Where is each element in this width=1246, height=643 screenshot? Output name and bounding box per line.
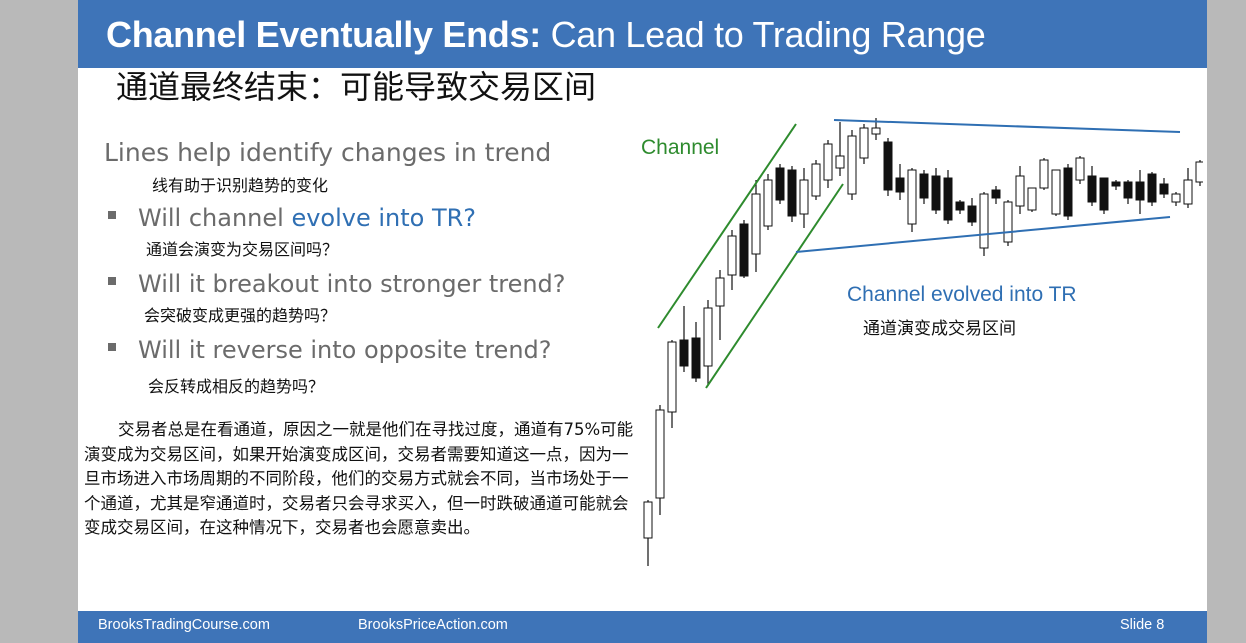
bullet-3-text: Will it reverse into opposite trend? bbox=[138, 336, 552, 364]
candle-body bbox=[847, 135, 857, 195]
candle-body bbox=[727, 235, 737, 276]
candle-body bbox=[1147, 173, 1157, 203]
candles-group bbox=[643, 118, 1203, 566]
bullet-square-icon bbox=[108, 343, 116, 351]
candle-body bbox=[883, 141, 893, 191]
bullet-2-cn: 会突破变成更强的趋势吗？ bbox=[144, 306, 337, 325]
candle-body bbox=[1111, 181, 1121, 187]
tr-upper-line bbox=[833, 119, 1181, 133]
candle-body bbox=[1159, 183, 1169, 195]
candlestick-chart bbox=[643, 118, 1203, 566]
slide: Channel Eventually Ends: Can Lead to Tra… bbox=[78, 0, 1207, 643]
footer-brooks-trading-course: BrooksTradingCourse.com bbox=[98, 617, 270, 633]
candle-body bbox=[907, 169, 917, 225]
candle-body bbox=[643, 501, 653, 539]
channel-lower-line bbox=[705, 183, 844, 389]
candle-body bbox=[739, 223, 749, 277]
footer-brooks-price-action: BrooksPriceAction.com bbox=[358, 617, 508, 633]
candle-body bbox=[811, 163, 821, 197]
title-bar: Channel Eventually Ends: Can Lead to Tra… bbox=[78, 0, 1207, 68]
bullet-1-cn: 通道会演变为交易区间吗？ bbox=[146, 240, 339, 259]
candle-body bbox=[679, 339, 689, 367]
channel-label: Channel bbox=[641, 136, 720, 159]
candle-body bbox=[1183, 179, 1193, 205]
candle-body bbox=[1015, 175, 1025, 207]
candle-body bbox=[799, 179, 809, 215]
candle-body bbox=[895, 177, 905, 193]
tr-lower-line bbox=[795, 216, 1171, 253]
candle-body bbox=[967, 205, 977, 223]
candle-body bbox=[943, 177, 953, 221]
lead-text: Lines help identify changes in trend bbox=[104, 138, 552, 167]
candle-body bbox=[931, 175, 941, 211]
candle-body bbox=[1087, 175, 1097, 203]
channel-upper-line bbox=[657, 123, 797, 329]
candle-body bbox=[1027, 187, 1037, 211]
bullet-2-text: Will it breakout into stronger trend? bbox=[138, 270, 566, 298]
candle-body bbox=[1195, 161, 1203, 183]
bullet-square-icon bbox=[108, 211, 116, 219]
slide-title: Channel Eventually Ends: Can Lead to Tra… bbox=[106, 14, 986, 56]
candle-body bbox=[1075, 157, 1085, 181]
candle-body bbox=[1039, 159, 1049, 189]
candle-body bbox=[1123, 181, 1133, 199]
bullet-1-highlight: evolve into TR? bbox=[291, 204, 477, 232]
candle-body bbox=[715, 277, 725, 307]
candle-body bbox=[1171, 193, 1181, 203]
candle-body bbox=[955, 201, 965, 211]
explanation-paragraph: 交易者总是在看通道，原因之一就是他们在寻找过度，通道有75%可能演变成为交易区间… bbox=[84, 420, 634, 537]
candle-body bbox=[667, 341, 677, 413]
lead-text-cn: 线有助于识别趋势的变化 bbox=[152, 176, 329, 195]
candle-body bbox=[751, 193, 761, 255]
candle-body bbox=[1135, 181, 1145, 201]
bullet-2: Will it breakout into stronger trend? bbox=[108, 270, 566, 298]
candle-body bbox=[823, 143, 833, 181]
slide-title-cn: 通道最终结束：可能导致交易区间 bbox=[116, 68, 597, 106]
bullet-square-icon bbox=[108, 277, 116, 285]
candle-body bbox=[1063, 167, 1073, 217]
title-bold: Channel Eventually Ends: bbox=[106, 14, 541, 55]
candle-body bbox=[691, 337, 701, 379]
footer-bar: BrooksTradingCourse.com BrooksPriceActio… bbox=[78, 611, 1207, 643]
candle-body bbox=[703, 307, 713, 367]
channel-evolved-label: Channel evolved into TR bbox=[847, 283, 1077, 306]
candle-body bbox=[763, 179, 773, 227]
bullet-1-text: Will channel bbox=[138, 204, 292, 232]
candle-body bbox=[1099, 177, 1109, 211]
channel-evolved-label-cn: 通道演变成交易区间 bbox=[863, 319, 1016, 339]
candle-body bbox=[1051, 169, 1061, 215]
footer-slide-number: Slide 8 bbox=[1120, 617, 1165, 633]
bullet-3: Will it reverse into opposite trend? bbox=[108, 336, 552, 364]
candle-body bbox=[919, 173, 929, 199]
candle-body bbox=[859, 127, 869, 159]
bullet-3-cn: 会反转成相反的趋势吗？ bbox=[148, 377, 325, 396]
candle-body bbox=[835, 155, 845, 169]
candle-body bbox=[991, 189, 1001, 199]
candle-body bbox=[1003, 201, 1013, 243]
bullet-1: Will channel evolve into TR? bbox=[108, 204, 476, 232]
candle-body bbox=[871, 127, 881, 135]
title-rest: Can Lead to Trading Range bbox=[540, 14, 986, 55]
candle-body bbox=[655, 409, 665, 499]
candle-body bbox=[979, 193, 989, 249]
candle-body bbox=[775, 167, 785, 201]
candle-body bbox=[787, 169, 797, 217]
